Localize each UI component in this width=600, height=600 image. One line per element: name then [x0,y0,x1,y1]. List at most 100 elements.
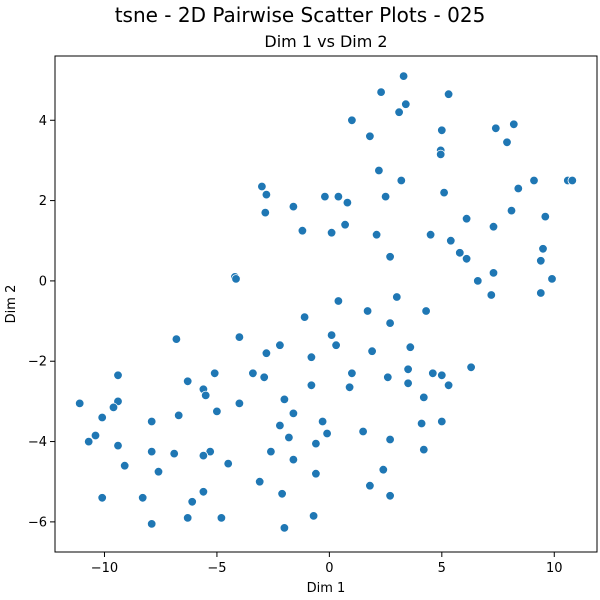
data-point [455,248,465,258]
x-tick-label: −5 [207,561,226,576]
data-point [308,511,319,521]
data-point [97,493,107,503]
data-point [488,268,499,278]
data-point [209,368,220,379]
data-point [425,229,436,240]
data-point [90,430,101,441]
data-point [385,491,395,501]
data-point [436,149,446,160]
x-tick-label: 5 [438,561,446,576]
data-point [342,197,353,208]
data-point [306,352,317,362]
y-axis-label: Dim 2 [4,285,19,324]
data-point [146,519,157,529]
data-point [365,131,375,142]
data-point [326,330,337,340]
data-point [374,165,384,176]
data-point [461,213,472,224]
data-point [394,107,404,117]
data-point [261,348,272,358]
data-point [380,191,391,202]
data-point [200,390,211,401]
data-point [536,288,546,298]
data-point [378,465,389,475]
data-point [358,426,368,437]
data-point [392,292,402,302]
data-point [284,432,294,443]
data-point [403,364,413,375]
figure-suptitle: tsne - 2D Pairwise Scatter Plots - 025 [115,3,486,27]
data-point [547,274,557,284]
data-point [529,175,539,186]
y-tick-label: 2 [39,194,47,209]
data-point [260,207,271,218]
data-point [385,252,395,262]
data-point [428,368,438,379]
chart-title: Dim 1 vs Dim 2 [264,32,387,51]
data-point [231,274,241,284]
data-point [344,382,355,393]
data-point [473,276,483,286]
y-tick-label: −2 [28,355,47,370]
data-point [398,71,409,81]
data-point [74,398,85,409]
data-point [216,513,227,523]
data-point [506,205,517,216]
data-point [403,378,413,389]
data-point [419,392,429,403]
x-tick-label: −10 [91,561,118,576]
data-point [288,454,299,465]
data-point [437,416,447,427]
data-point [405,342,416,352]
data-point [97,412,107,423]
data-point [288,408,299,419]
data-point [119,461,130,471]
data-point [113,440,123,451]
y-tick-label: 0 [39,274,47,289]
data-point [347,115,357,126]
plot-frame [54,55,598,553]
data-point [437,125,447,136]
data-point [171,334,182,344]
data-point [419,444,429,455]
data-point [322,428,332,439]
data-point [488,221,499,232]
data-point [277,489,287,499]
y-tick-label: −4 [28,435,47,450]
data-point [466,362,476,373]
data-point [371,229,382,240]
data-point [198,487,209,497]
data-point [297,225,308,236]
data-point [212,406,222,417]
data-point [540,211,551,222]
data-point [187,497,197,507]
x-tick-label: 0 [325,561,333,576]
data-point [137,493,148,503]
data-point [261,189,272,200]
x-axis: −10 −5 0 5 10 [91,552,563,576]
data-point [205,446,215,457]
data-point [311,469,321,479]
data-point [502,137,512,148]
data-point [347,368,357,379]
data-point [383,372,393,383]
data-point [439,187,449,198]
data-point [437,370,447,381]
data-point [108,402,119,413]
data-point [326,227,337,238]
x-tick-label: 10 [546,561,563,576]
data-point [567,175,578,186]
data-point [513,183,524,194]
data-point [446,235,456,246]
data-point [182,376,193,387]
data-point [340,219,350,230]
data-point [259,372,269,383]
data-point [146,416,157,427]
data-point [234,398,245,409]
data-point [365,481,375,491]
data-point [234,332,245,342]
data-point [113,370,123,381]
x-axis-label: Dim 1 [307,581,346,596]
data-point [509,119,519,130]
